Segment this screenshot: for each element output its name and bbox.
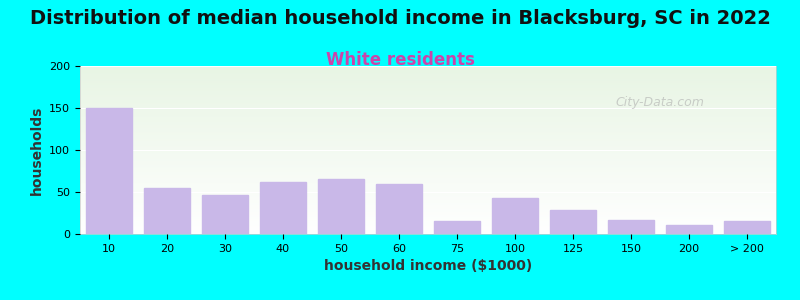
Bar [376, 184, 422, 234]
Text: Distribution of median household income in Blacksburg, SC in 2022: Distribution of median household income … [30, 9, 770, 28]
Bar [608, 220, 654, 234]
Text: City-Data.com: City-Data.com [616, 96, 705, 109]
Text: White residents: White residents [326, 51, 474, 69]
Bar [202, 194, 248, 234]
X-axis label: household income ($1000): household income ($1000) [324, 259, 532, 273]
Bar [724, 221, 770, 234]
Bar [666, 225, 712, 234]
Bar [318, 179, 364, 234]
Bar [550, 211, 596, 234]
Bar [434, 221, 480, 234]
Bar [86, 108, 132, 234]
Bar [260, 182, 306, 234]
Bar [492, 198, 538, 234]
Bar [144, 188, 190, 234]
Y-axis label: households: households [30, 105, 43, 195]
